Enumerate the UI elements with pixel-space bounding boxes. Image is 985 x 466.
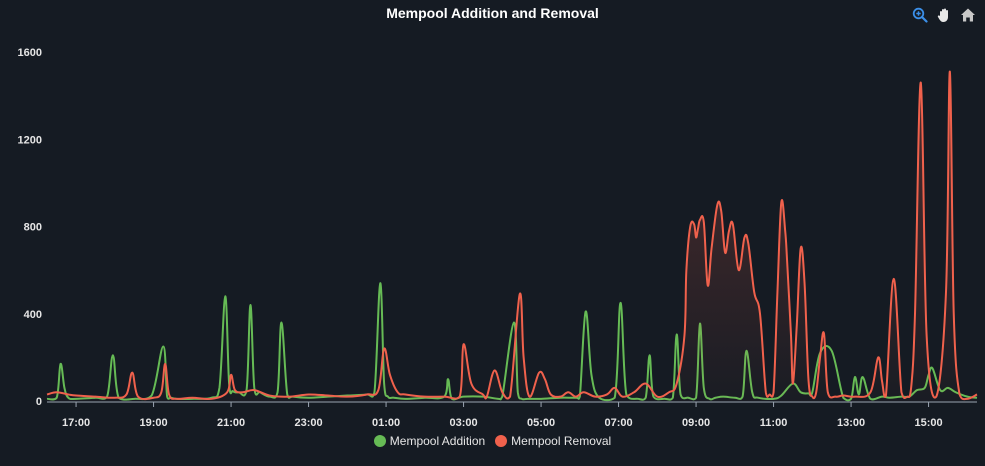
home-icon[interactable] — [959, 6, 977, 24]
y-tick-label: 1200 — [18, 134, 42, 146]
chart-toolbar — [911, 6, 977, 24]
x-tick-label: 09:00 — [682, 417, 710, 429]
x-tick-label: 03:00 — [449, 417, 477, 429]
y-tick-label: 800 — [24, 222, 42, 234]
pan-icon[interactable] — [935, 6, 953, 24]
x-tick-label: 17:00 — [62, 417, 90, 429]
zoom-icon[interactable] — [911, 6, 929, 24]
legend-label-addition: Mempool Addition — [389, 434, 486, 448]
series-line-removal — [46, 70, 978, 401]
x-tick-label: 01:00 — [372, 417, 400, 429]
x-tick-label: 19:00 — [139, 417, 167, 429]
x-tick-label: 07:00 — [604, 417, 632, 429]
y-tick-label: 400 — [24, 309, 42, 321]
x-tick-label: 05:00 — [527, 417, 555, 429]
y-tick-label: 0 — [36, 396, 42, 408]
chart-title: Mempool Addition and Removal — [386, 5, 599, 21]
legend-marker-removal — [495, 435, 508, 447]
legend-item-removal[interactable]: Mempool Removal — [495, 434, 611, 448]
x-tick-label: 15:00 — [914, 417, 942, 429]
y-tick-label: 1600 — [18, 47, 42, 59]
x-tick-label: 13:00 — [837, 417, 865, 429]
x-tick-label: 21:00 — [217, 417, 245, 429]
series-area-removal — [47, 71, 977, 401]
legend: Mempool Addition Mempool Removal — [0, 434, 985, 448]
x-tick-label: 11:00 — [760, 417, 788, 429]
legend-item-addition[interactable]: Mempool Addition — [373, 434, 486, 448]
legend-marker-addition — [373, 435, 386, 447]
x-tick-label: 23:00 — [294, 417, 322, 429]
legend-label-removal: Mempool Removal — [511, 434, 612, 448]
